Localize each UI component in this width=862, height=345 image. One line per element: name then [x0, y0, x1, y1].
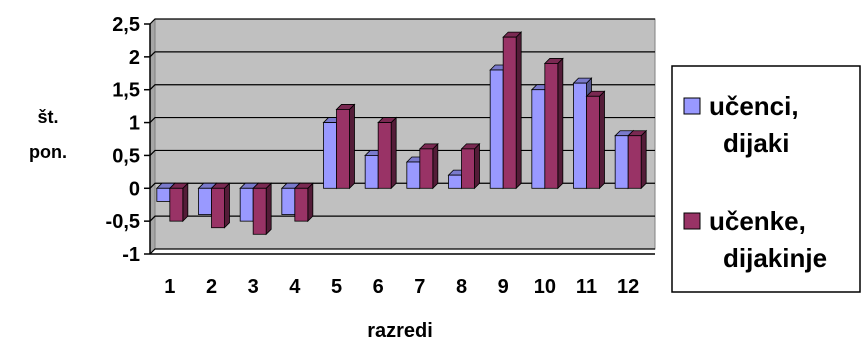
- bar-front: [198, 187, 212, 215]
- bar-side: [224, 182, 230, 229]
- bar-side: [307, 182, 314, 223]
- y-tick-label: 0,5: [112, 145, 140, 167]
- x-tick-label: 7: [414, 276, 425, 298]
- gridline: [149, 84, 655, 91]
- bar-side: [599, 90, 605, 190]
- y-tick-label: -0,5: [106, 211, 140, 233]
- x-tick-label: 12: [617, 276, 639, 298]
- gridline: [149, 215, 655, 222]
- bar-series-2-5: [335, 103, 356, 190]
- bar-front: [544, 63, 559, 189]
- bar-front: [614, 135, 629, 189]
- bar-front: [377, 122, 392, 189]
- y-tick-label: 2: [129, 47, 140, 69]
- y-tick-label: -1: [122, 244, 140, 266]
- bar-front: [156, 187, 171, 202]
- gridline: [149, 18, 655, 25]
- legend-label: učenci,: [709, 91, 799, 121]
- bar-front: [448, 174, 462, 189]
- bar-side: [640, 129, 647, 190]
- bar-front: [461, 148, 475, 189]
- bar-front: [211, 187, 225, 229]
- bar-front: [336, 109, 350, 189]
- bar-series-2-4: [293, 182, 314, 223]
- bar-series-2-10: [543, 57, 564, 190]
- bar-front: [323, 122, 337, 189]
- bar-front: [406, 161, 421, 189]
- bar-front: [627, 135, 642, 189]
- x-tick-label: 11: [576, 276, 597, 298]
- bar-front: [294, 187, 309, 222]
- bar-series-2-9: [502, 31, 523, 190]
- gridline: [149, 116, 655, 123]
- y-axis-label-line-1: št.: [37, 107, 58, 127]
- bar-front: [586, 95, 600, 189]
- bar-front: [281, 187, 296, 215]
- x-tick-label: 2: [206, 276, 217, 298]
- legend-label-continued: dijaki: [723, 128, 789, 158]
- bar-front: [531, 89, 546, 189]
- gridline: [149, 248, 655, 255]
- gridline: [149, 182, 655, 189]
- bar-side: [265, 182, 272, 236]
- y-tick-label: 1,5: [112, 80, 140, 102]
- bar-series-2-6: [377, 116, 398, 190]
- legend: učenci, dijaki učenke, dijakinje: [671, 65, 861, 293]
- x-tick-label: 1: [164, 276, 175, 298]
- bar-front: [239, 187, 254, 222]
- legend-box: [671, 65, 861, 293]
- bar-side: [515, 31, 522, 190]
- bar-series-2-7: [418, 142, 439, 190]
- bar-front: [489, 69, 504, 189]
- legend-swatch: [683, 212, 701, 230]
- bar-side: [474, 142, 480, 190]
- y-tick-label: 2,5: [112, 14, 140, 36]
- gridline: [149, 149, 655, 156]
- plot-area: 2,521,510,50-0,5-11 2 3 4 5 6 7 8 9 10 11 12: [106, 14, 656, 298]
- bar-front: [502, 36, 517, 189]
- bar-series-2-12: [627, 129, 648, 190]
- x-tick-label: 8: [456, 276, 467, 298]
- x-tick-label: 9: [498, 276, 509, 298]
- bar-side: [349, 103, 355, 190]
- y-axis-label: št. pon.: [29, 107, 67, 162]
- bar-series-2-1: [168, 182, 189, 223]
- bar-side: [182, 182, 189, 223]
- bar-front: [419, 148, 434, 189]
- gridline: [149, 51, 655, 58]
- x-tick-label: 10: [534, 276, 556, 298]
- bar-series-2-11: [585, 90, 606, 190]
- bar-series-2-2: [210, 182, 231, 229]
- bar-series-2-3: [252, 182, 273, 236]
- legend-swatch: [683, 97, 701, 115]
- y-tick-label: 1: [129, 113, 140, 135]
- y-axis-label-line-2: pon.: [29, 142, 67, 162]
- bar-front: [573, 82, 587, 189]
- plot-background: [154, 18, 656, 250]
- bar-side: [557, 57, 564, 190]
- bar-front: [364, 155, 379, 189]
- bar-front: [169, 187, 184, 222]
- x-axis-label: razredi: [367, 320, 433, 342]
- bar-side: [390, 116, 397, 190]
- bar-front: [252, 187, 267, 235]
- x-tick-label: 5: [331, 276, 342, 298]
- y-tick-label: 0: [129, 178, 140, 200]
- x-tick-label: 6: [373, 276, 384, 298]
- bar-side: [432, 142, 439, 190]
- legend-label: učenke,: [709, 206, 806, 236]
- legend-label-continued: dijakinje: [723, 243, 827, 273]
- bar-series-2-8: [460, 142, 481, 190]
- x-tick-label: 3: [248, 276, 259, 298]
- x-tick-label: 4: [289, 276, 301, 298]
